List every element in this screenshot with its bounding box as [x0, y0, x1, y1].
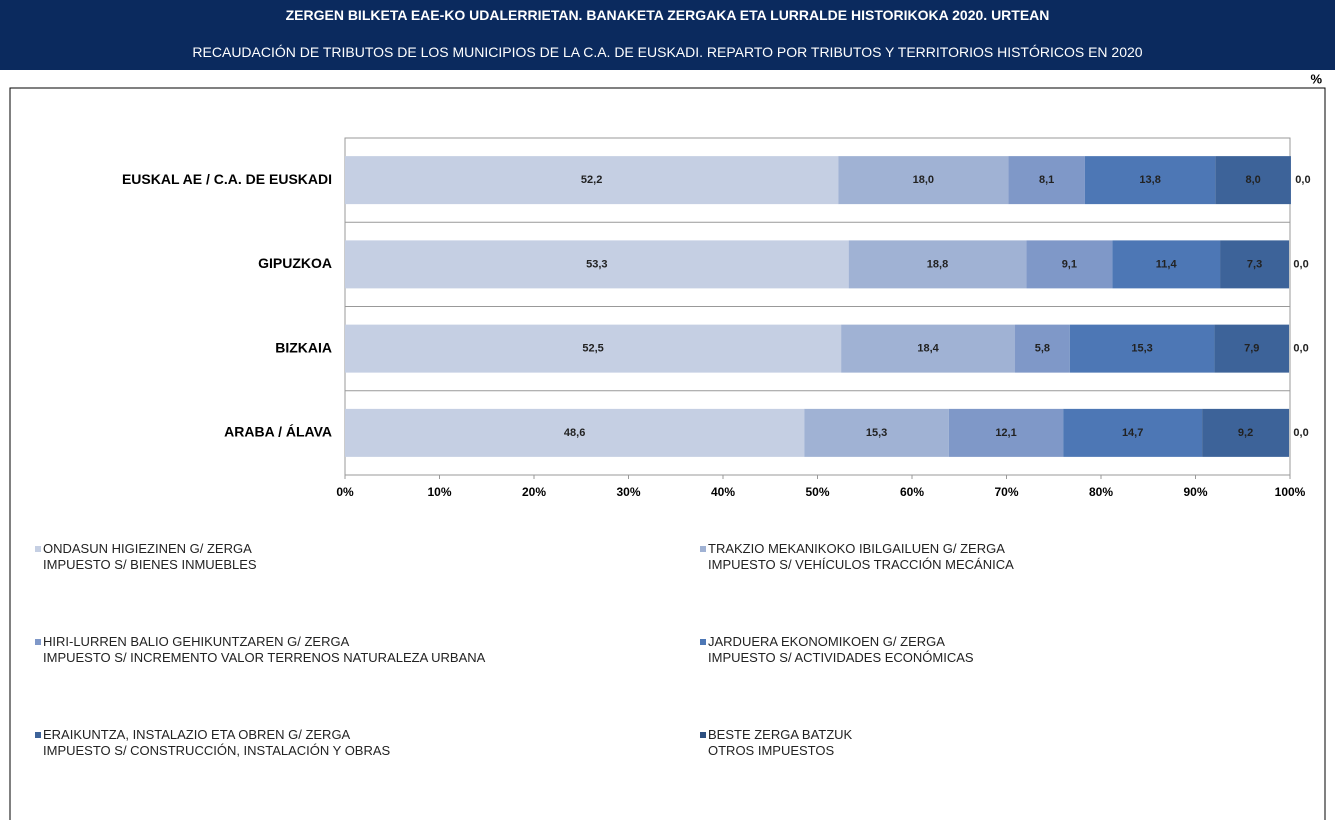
data-label: 14,7 [1122, 427, 1143, 439]
data-label: 9,2 [1238, 427, 1253, 439]
data-label: 52,2 [581, 174, 602, 186]
y-tick-label: ARABA / ÁLAVA [224, 424, 332, 440]
x-tick-label: 100% [1275, 485, 1306, 499]
bar-segment [1063, 408, 1203, 457]
legend-swatch [35, 639, 41, 645]
data-label: 11,4 [1156, 258, 1178, 270]
bar-segment [841, 324, 1016, 373]
data-label: 9,1 [1062, 258, 1077, 270]
x-tick-label: 90% [1183, 485, 1207, 499]
legend-entry: ERAIKUNTZA, INSTALAZIO ETA OBREN G/ ZERG… [43, 727, 391, 758]
x-tick-label: 70% [994, 485, 1018, 499]
data-label: 13,8 [1139, 174, 1160, 186]
bar-segment [345, 240, 849, 289]
x-tick-label: 20% [522, 485, 546, 499]
bar-segment [1008, 156, 1085, 205]
data-label: 7,9 [1244, 343, 1259, 355]
data-label: 5,8 [1035, 343, 1050, 355]
x-tick-label: 10% [427, 485, 451, 499]
data-label: 0,0 [1293, 427, 1308, 439]
bar-segment [1015, 324, 1070, 373]
legend-swatch [35, 546, 41, 552]
y-tick-label: GIPUZKOA [258, 255, 332, 271]
legend-swatch [700, 732, 706, 738]
legend-entry: TRAKZIO MEKANIKOKO IBILGAILUEN G/ ZERGA … [708, 541, 1014, 572]
bar-segment [345, 156, 839, 205]
bar-segment [1214, 324, 1290, 373]
x-tick-label: 30% [616, 485, 640, 499]
chart-subtitle: RECAUDACIÓN DE TRIBUTOS DE LOS MUNICIPIO… [192, 44, 1143, 60]
chart-frame [9, 87, 1326, 820]
data-label: 15,3 [866, 427, 887, 439]
x-tick-label: 50% [805, 485, 829, 499]
bar-segment [1112, 240, 1221, 289]
legend-swatch [700, 546, 706, 552]
bar-segment [804, 408, 949, 457]
bar-segment [1202, 408, 1290, 457]
legend-entry: HIRI-LURREN BALIO GEHIKUNTZAREN G/ ZERGA… [43, 634, 486, 665]
data-label: 0,0 [1295, 174, 1310, 186]
data-label: 15,3 [1131, 343, 1152, 355]
data-label: 18,0 [913, 174, 934, 186]
data-label: 18,8 [927, 258, 948, 270]
data-label: 12,1 [995, 427, 1016, 439]
bar-segment [1220, 240, 1290, 289]
x-tick-label: 40% [711, 485, 735, 499]
legend-swatch [35, 732, 41, 738]
data-label: 8,0 [1245, 174, 1260, 186]
data-label: 0,0 [1293, 258, 1308, 270]
data-label: 52,5 [582, 343, 603, 355]
bar-segment [345, 324, 842, 373]
bar-segment [948, 408, 1064, 457]
data-label: 53,3 [586, 258, 607, 270]
legend-entry: BESTE ZERGA BATZUK OTROS IMPUESTOS [708, 727, 853, 758]
bar-segment [345, 408, 805, 457]
data-label: 8,1 [1039, 174, 1054, 186]
unit-label: % [1310, 71, 1322, 86]
legend-entry: ONDASUN HIGIEZINEN G/ ZERGA IMPUESTO S/ … [43, 541, 257, 572]
bar-segment [838, 156, 1009, 205]
bar-segment [1026, 240, 1113, 289]
y-tick-label: EUSKAL AE / C.A. DE EUSKADI [122, 171, 332, 187]
bar-segment [1084, 156, 1216, 205]
legend-swatch [700, 639, 706, 645]
data-label: 0,0 [1293, 343, 1308, 355]
data-label: 48,6 [564, 427, 585, 439]
x-tick-label: 60% [900, 485, 924, 499]
bar-segment [848, 240, 1027, 289]
data-label: 7,3 [1247, 258, 1262, 270]
legend-entry: JARDUERA EKONOMIKOEN G/ ZERGA IMPUESTO S… [708, 634, 974, 665]
x-tick-label: 0% [336, 485, 354, 499]
bar-segment [1215, 156, 1291, 205]
header: ZERGEN BILKETA EAE-KO UDALERRIETAN. BANA… [0, 0, 1335, 70]
x-tick-label: 80% [1089, 485, 1113, 499]
bar-segment [1069, 324, 1215, 373]
chart-title: ZERGEN BILKETA EAE-KO UDALERRIETAN. BANA… [285, 7, 1050, 23]
y-tick-label: BIZKAIA [275, 339, 332, 355]
data-label: 18,4 [917, 343, 939, 355]
